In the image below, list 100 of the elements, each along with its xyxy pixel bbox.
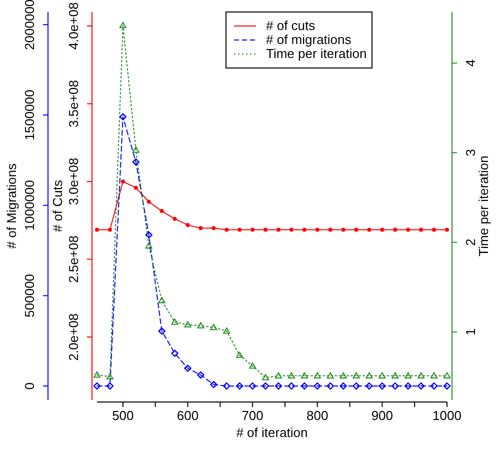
point	[392, 382, 399, 390]
point	[300, 382, 308, 390]
y3-tick-label: 2	[463, 238, 478, 246]
x-tick-label: 1000	[432, 408, 462, 423]
point	[93, 382, 101, 390]
x-tick-label: 800	[306, 408, 328, 423]
y-tick-label: 3.5e+08	[66, 80, 81, 128]
y2-tick-label: 500000	[22, 274, 37, 318]
point	[288, 372, 295, 379]
y3-tick-label: 3	[463, 149, 478, 156]
point	[119, 22, 126, 28]
point	[341, 228, 346, 232]
point	[134, 186, 138, 190]
point	[378, 382, 386, 390]
point	[444, 372, 450, 379]
point	[224, 228, 229, 232]
y2-tick-label: 1000000	[22, 180, 37, 231]
point	[197, 371, 204, 379]
point	[145, 242, 152, 249]
legend-label: Time per iteration	[266, 46, 367, 61]
y2-axis-title: # of Migrations	[4, 162, 19, 249]
point	[418, 372, 425, 379]
point	[248, 382, 256, 390]
y2-tick-label: 1500000	[22, 90, 37, 140]
point	[223, 328, 230, 334]
point	[289, 228, 294, 232]
point	[249, 362, 256, 369]
point	[352, 372, 360, 379]
y-axis-title: # of Cuts	[50, 179, 65, 232]
point	[132, 146, 140, 153]
point	[367, 228, 372, 232]
point	[158, 297, 166, 304]
point	[419, 228, 424, 232]
point	[443, 382, 451, 390]
point	[340, 372, 347, 379]
point	[262, 374, 270, 380]
point	[328, 228, 332, 232]
point	[120, 180, 125, 184]
legend-label: # of cuts	[266, 18, 316, 33]
point	[378, 372, 386, 379]
y3-axis-title: Time per iteration	[476, 156, 491, 256]
point	[314, 372, 321, 379]
point	[404, 372, 412, 379]
point	[262, 382, 270, 390]
point	[223, 382, 230, 390]
point	[186, 223, 190, 228]
point	[314, 382, 321, 390]
point	[158, 327, 166, 335]
y2-tick-label: 0	[22, 382, 37, 390]
point	[406, 228, 410, 232]
x-tick-label: 600	[176, 408, 199, 423]
point	[250, 228, 255, 232]
y3-tick-label: 4	[463, 59, 478, 67]
point	[172, 216, 177, 221]
point	[145, 231, 152, 239]
point	[430, 382, 438, 390]
point	[171, 350, 178, 357]
point	[302, 228, 306, 232]
y2-tick-label: 2000000	[22, 0, 37, 50]
point	[393, 228, 398, 232]
point	[236, 382, 244, 390]
point	[274, 382, 282, 390]
y-tick-label: 2.0e+08	[66, 313, 81, 361]
point	[197, 322, 204, 328]
y-tick-label: 3.0e+08	[66, 158, 81, 206]
point	[274, 372, 282, 379]
x-tick-label: 700	[242, 408, 264, 423]
point	[445, 228, 449, 232]
point	[366, 382, 373, 390]
point	[171, 318, 178, 325]
point	[417, 382, 425, 390]
point	[380, 228, 384, 232]
point	[238, 228, 242, 232]
point	[392, 372, 399, 379]
point	[315, 228, 320, 232]
point	[276, 228, 280, 232]
x-tick-label: 500	[112, 408, 134, 423]
point	[326, 372, 334, 379]
point	[106, 373, 114, 380]
point	[210, 380, 218, 388]
x-tick-label: 900	[371, 408, 394, 423]
point	[94, 371, 100, 378]
point	[340, 382, 347, 390]
point	[326, 382, 334, 390]
point	[184, 321, 192, 328]
point	[404, 382, 412, 390]
point	[430, 372, 438, 379]
point	[210, 324, 218, 330]
y-tick-label: 2.5e+08	[66, 236, 81, 283]
point	[95, 228, 99, 232]
point	[106, 382, 114, 390]
point	[264, 228, 268, 232]
point	[354, 228, 358, 232]
y-tick-label: 4.0e+08	[66, 2, 81, 50]
point	[352, 382, 360, 390]
point	[366, 372, 373, 379]
point	[212, 226, 216, 230]
point	[132, 158, 140, 166]
point	[300, 372, 308, 379]
y3-tick-label: 1	[463, 328, 478, 336]
